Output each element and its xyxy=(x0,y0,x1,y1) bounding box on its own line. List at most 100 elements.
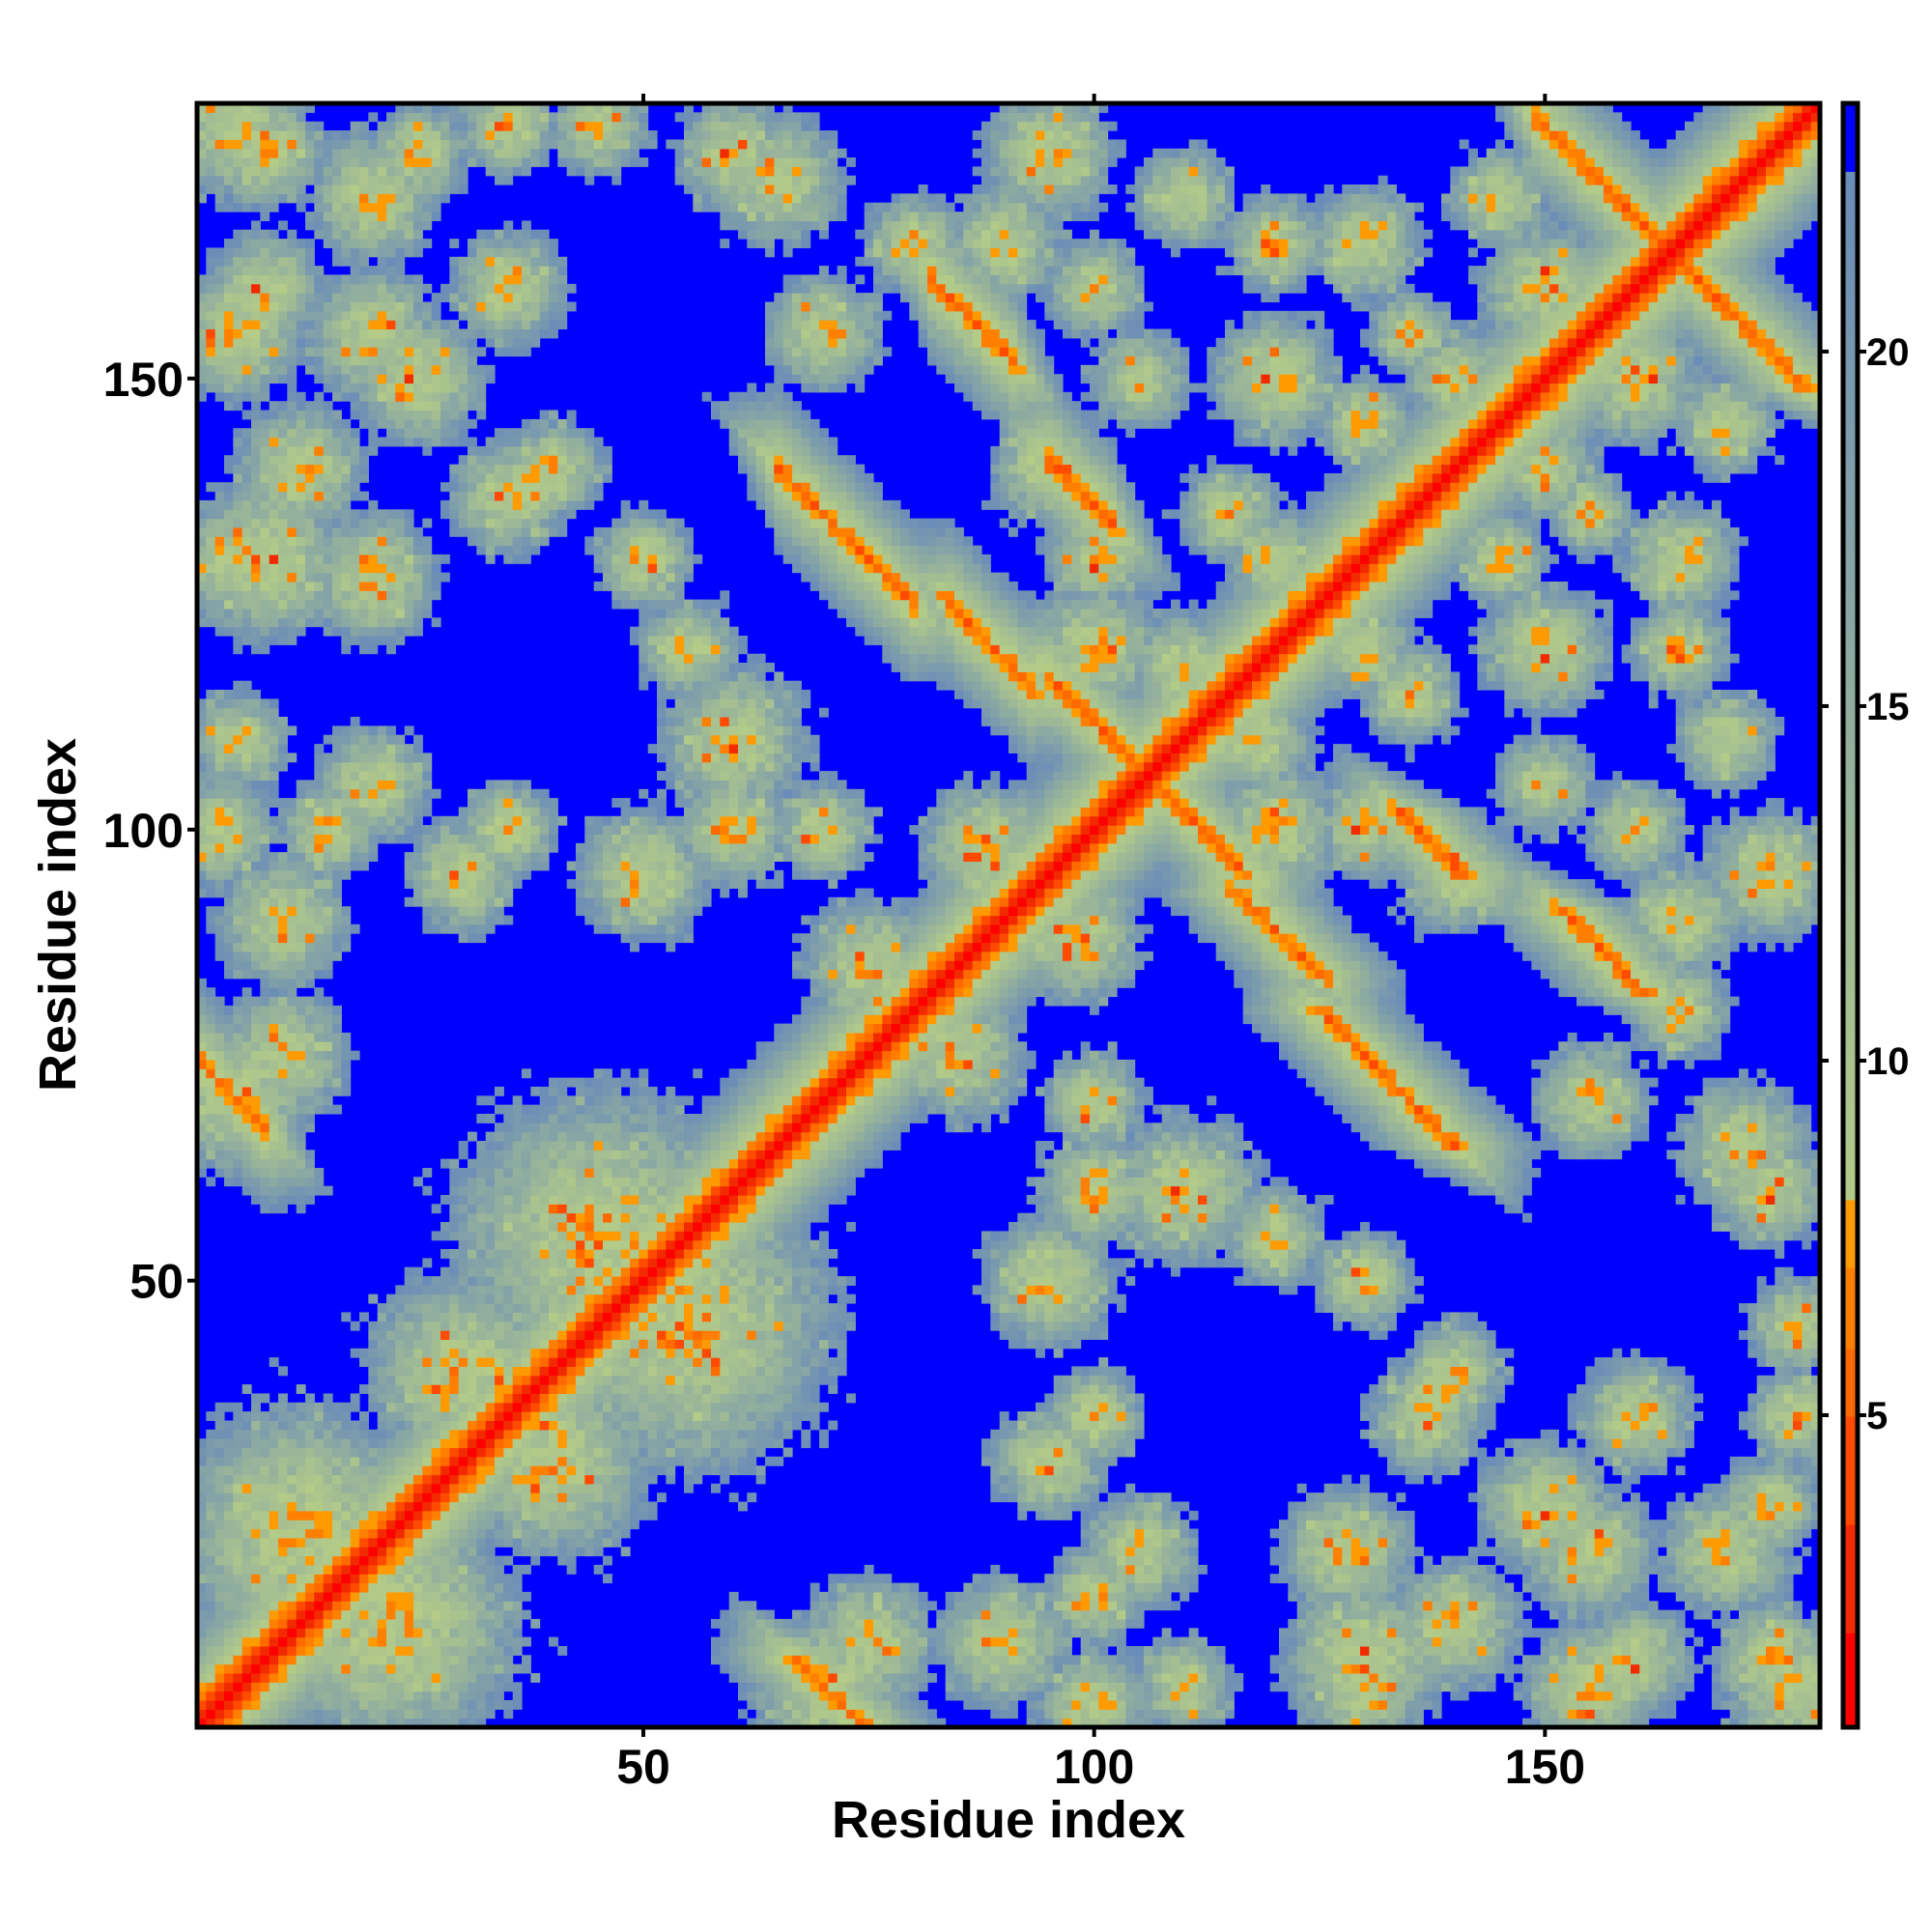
heatmap-cell xyxy=(522,807,531,817)
heatmap-cell xyxy=(278,825,288,835)
heatmap-cell xyxy=(458,464,469,474)
heatmap-cell xyxy=(476,1618,487,1629)
heatmap-cell xyxy=(260,410,270,420)
heatmap-cell xyxy=(278,1601,288,1611)
heatmap-cell xyxy=(233,1086,243,1096)
heatmap-cell xyxy=(305,212,315,221)
heatmap-cell xyxy=(440,1537,450,1548)
heatmap-cell xyxy=(305,861,315,871)
heatmap-cell xyxy=(251,744,261,753)
heatmap-cell xyxy=(395,185,406,194)
heatmap-cell xyxy=(341,1420,352,1431)
heatmap-cell xyxy=(332,166,342,177)
heatmap-cell xyxy=(214,355,225,366)
heatmap-cell xyxy=(549,1321,558,1331)
heatmap-cell xyxy=(386,1501,396,1512)
heatmap-cell xyxy=(233,518,243,528)
heatmap-cell xyxy=(287,229,298,240)
heatmap-cell xyxy=(269,590,279,601)
heatmap-cell xyxy=(468,861,477,871)
heatmap-cell xyxy=(341,1456,352,1466)
heatmap-cell xyxy=(296,310,306,321)
heatmap-cell xyxy=(476,293,487,302)
heatmap-cell xyxy=(224,148,234,158)
heatmap-cell xyxy=(197,1483,207,1493)
heatmap-cell xyxy=(522,536,531,547)
heatmap-cell xyxy=(314,401,325,412)
heatmap-cell xyxy=(440,428,450,439)
heatmap-cell xyxy=(503,247,514,258)
heatmap-cell xyxy=(458,455,469,466)
heatmap-cell xyxy=(350,753,360,763)
heatmap-cell xyxy=(287,1682,298,1692)
heatmap-cell xyxy=(251,202,261,213)
heatmap-cell xyxy=(233,1456,243,1466)
heatmap-cell xyxy=(269,1438,279,1449)
heatmap-cell xyxy=(386,383,396,393)
heatmap-cell xyxy=(549,410,558,420)
heatmap-cell xyxy=(422,1438,433,1449)
heatmap-cell xyxy=(242,1447,252,1458)
heatmap-cell xyxy=(458,1258,469,1268)
heatmap-cell xyxy=(197,1636,207,1647)
heatmap-cell xyxy=(332,1438,342,1449)
heatmap-cell xyxy=(557,1285,568,1295)
heatmap-cell xyxy=(269,563,279,574)
heatmap-cell xyxy=(314,861,325,871)
heatmap-cell xyxy=(422,418,433,429)
heatmap-cell xyxy=(251,960,261,971)
heatmap-cell xyxy=(251,725,261,736)
heatmap-cell xyxy=(530,526,541,537)
heatmap-cell xyxy=(422,1574,433,1584)
heatmap-cell xyxy=(476,1204,487,1214)
heatmap-cell xyxy=(512,1465,523,1476)
heatmap-cell xyxy=(278,599,288,610)
heatmap-cell xyxy=(539,1510,550,1520)
heatmap-cell xyxy=(323,1601,333,1611)
heatmap-cell xyxy=(522,1204,531,1214)
heatmap-cell xyxy=(539,121,550,131)
heatmap-cell xyxy=(485,239,496,248)
heatmap-cell xyxy=(332,1474,342,1485)
heatmap-cell xyxy=(404,1384,414,1394)
heatmap-cell xyxy=(260,1050,270,1061)
heatmap-cell xyxy=(431,1330,441,1340)
heatmap-cell xyxy=(458,1537,469,1548)
heatmap-cell xyxy=(260,725,270,736)
heatmap-cell xyxy=(557,1411,568,1421)
heatmap-cell xyxy=(503,139,514,150)
heatmap-cell xyxy=(404,1420,414,1431)
heatmap-cell xyxy=(386,1330,396,1340)
heatmap-cell xyxy=(260,1177,270,1187)
heatmap-cell xyxy=(269,879,279,889)
heatmap-cell xyxy=(305,157,315,167)
heatmap-cell xyxy=(476,933,487,944)
heatmap-cell xyxy=(449,130,460,140)
heatmap-cell xyxy=(468,418,477,429)
heatmap-cell xyxy=(368,157,379,167)
heatmap-cell xyxy=(278,337,288,348)
heatmap-cell xyxy=(350,239,360,248)
heatmap-cell xyxy=(296,1150,306,1160)
heatmap-cell xyxy=(512,834,523,844)
heatmap-cell xyxy=(214,1618,225,1629)
heatmap-cell xyxy=(251,374,261,384)
heatmap-cell xyxy=(503,175,514,185)
heatmap-cell xyxy=(476,383,487,393)
heatmap-cell xyxy=(242,293,252,302)
heatmap-cell xyxy=(468,1456,477,1466)
heatmap-cell xyxy=(440,364,450,375)
heatmap-cell xyxy=(359,1357,369,1367)
heatmap-cell xyxy=(458,1447,469,1458)
heatmap-cell xyxy=(350,1492,360,1503)
heatmap-cell xyxy=(323,1682,333,1692)
heatmap-cell xyxy=(431,572,441,582)
heatmap-cell xyxy=(485,554,496,564)
heatmap-cell xyxy=(485,1456,496,1466)
heatmap-cell xyxy=(386,725,396,736)
heatmap-cell xyxy=(458,428,469,439)
heatmap-cell xyxy=(206,771,216,781)
heatmap-cell xyxy=(224,825,234,835)
heatmap-cell xyxy=(278,1393,288,1404)
heatmap-cell xyxy=(468,1249,477,1259)
